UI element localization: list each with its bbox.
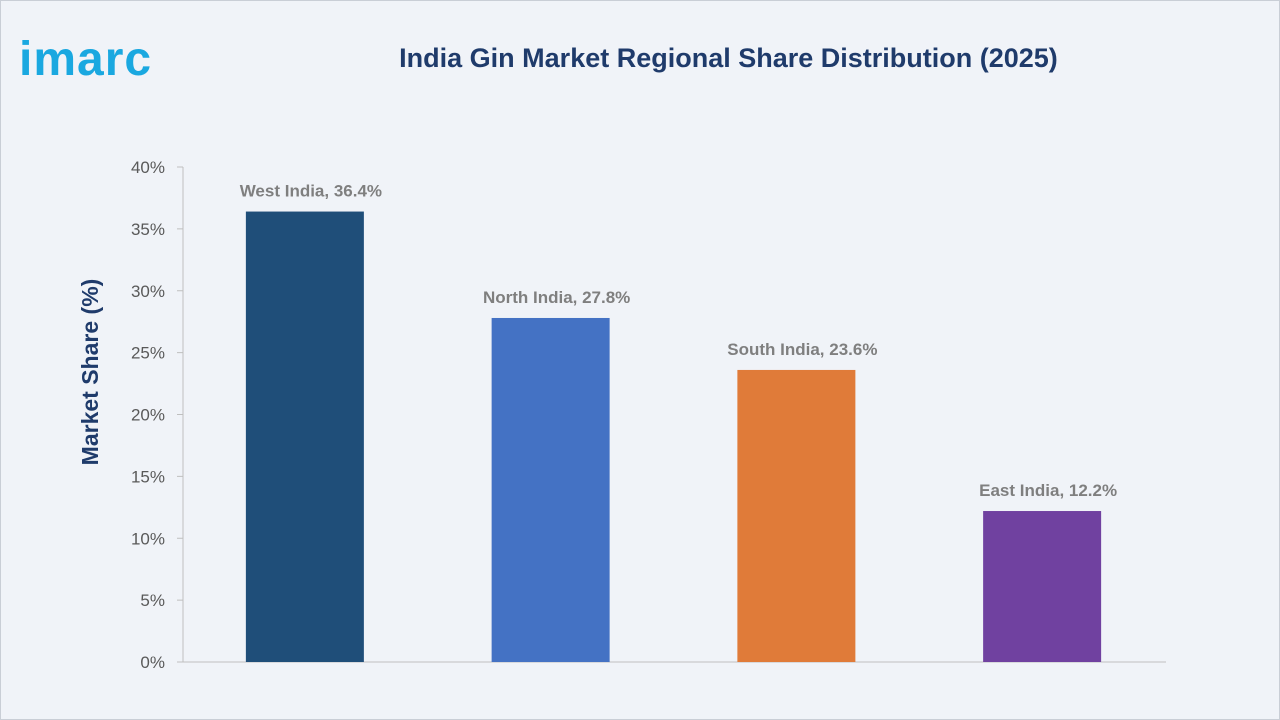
- y-tick-label: 35%: [131, 220, 165, 239]
- data-labels: West India, 36.4% North India, 27.8% South…: [240, 182, 1117, 500]
- y-tick-label: 15%: [131, 467, 165, 486]
- bar-south-india: [737, 369, 856, 662]
- y-axis: 0% 5% 10% 15% 20% 25% 30% 35% 40%: [131, 158, 184, 672]
- y-tick-label: 25%: [131, 344, 165, 363]
- data-label: South India, 23.6%: [727, 340, 877, 359]
- y-axis-title: Market Share (%): [77, 279, 103, 466]
- logo-text: imarc: [19, 33, 152, 86]
- y-tick-label: 20%: [131, 406, 165, 425]
- bar-east-india: [983, 511, 1102, 662]
- y-tick-label: 5%: [140, 591, 165, 610]
- y-tick-label: 0%: [140, 653, 165, 672]
- bar-north-india: [491, 317, 610, 662]
- y-tick-label: 10%: [131, 529, 165, 548]
- data-label: East India, 12.2%: [979, 481, 1117, 500]
- data-label: North India, 27.8%: [483, 288, 630, 307]
- y-tick-label: 40%: [131, 158, 165, 177]
- bars: [245, 211, 1102, 663]
- y-tick-label: 30%: [131, 282, 165, 301]
- bar-west-india: [245, 211, 364, 663]
- chart-title: India Gin Market Regional Share Distribu…: [399, 43, 1058, 73]
- data-label: West India, 36.4%: [240, 182, 382, 201]
- imarc-logo: imarc: [19, 33, 152, 86]
